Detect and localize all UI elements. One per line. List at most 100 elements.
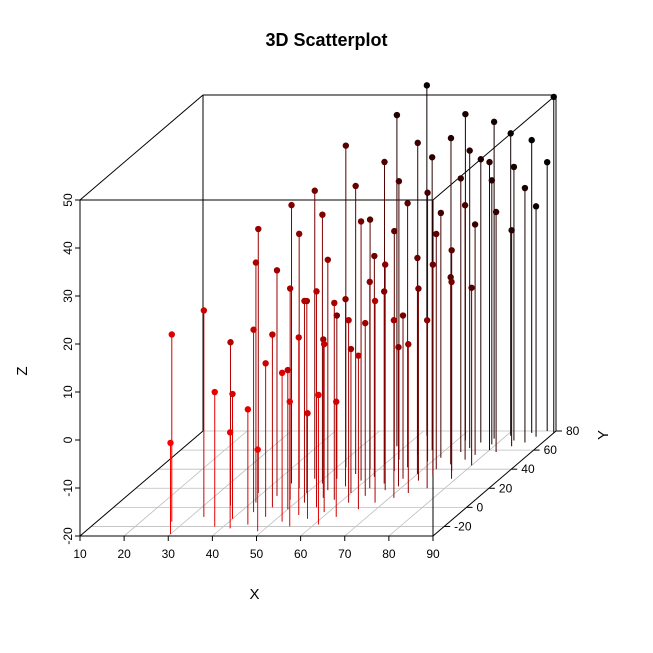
- z-tick-label: 0: [61, 436, 75, 443]
- data-point: [345, 316, 352, 324]
- data-point: [226, 429, 234, 436]
- data-point: [167, 439, 174, 447]
- box-edge: [432, 430, 557, 537]
- x-tick-label: 30: [162, 547, 176, 561]
- x-tick-label: 20: [117, 547, 131, 561]
- data-points: [167, 82, 557, 535]
- box-edge: [79, 430, 204, 537]
- data-point: [211, 388, 218, 396]
- data-point: [532, 203, 540, 210]
- data-point: [352, 182, 359, 190]
- chart-title: 3D Scatterplot: [265, 30, 388, 50]
- data-point: [507, 130, 514, 137]
- data-point: [311, 187, 318, 194]
- data-point: [227, 339, 234, 346]
- data-point: [381, 261, 389, 268]
- data-point: [437, 209, 445, 217]
- data-point: [428, 154, 436, 161]
- data-point: [295, 334, 302, 341]
- data-point: [333, 398, 340, 405]
- data-point: [395, 343, 402, 351]
- data-point: [447, 274, 454, 281]
- z-tick-label: 30: [61, 289, 75, 303]
- data-point: [244, 406, 252, 413]
- box-edge: [79, 94, 204, 201]
- y-tick-label: 60: [544, 443, 558, 457]
- y-tick-label: 20: [499, 481, 513, 495]
- data-point: [461, 202, 469, 209]
- y-tick-label: -20: [454, 519, 472, 533]
- data-point: [301, 297, 308, 305]
- data-point: [380, 288, 388, 295]
- data-point: [250, 326, 257, 333]
- data-point: [355, 352, 362, 359]
- data-point: [254, 446, 261, 453]
- data-point: [278, 369, 286, 377]
- data-point: [490, 118, 498, 126]
- data-point: [319, 211, 326, 218]
- y-axis-label: Y: [595, 430, 612, 440]
- data-point: [200, 307, 208, 314]
- x-tick-label: 50: [250, 547, 264, 561]
- data-point: [286, 285, 294, 292]
- data-point: [492, 208, 500, 216]
- data-point: [347, 345, 355, 353]
- data-point: [477, 156, 485, 163]
- data-point: [362, 319, 369, 327]
- data-point: [342, 142, 350, 149]
- data-point: [304, 410, 311, 417]
- data-point: [462, 110, 469, 118]
- data-point: [415, 285, 422, 292]
- data-point: [315, 391, 322, 399]
- data-point: [550, 93, 557, 101]
- data-point: [255, 225, 262, 233]
- data-point: [288, 201, 295, 209]
- data-point: [320, 340, 328, 348]
- z-tick-label: 50: [61, 193, 75, 207]
- data-point: [262, 360, 269, 367]
- x-tick-label: 10: [73, 547, 87, 561]
- data-point: [395, 178, 403, 185]
- data-point: [168, 331, 175, 338]
- data-point: [404, 200, 411, 207]
- floor-grid-line-x: [300, 430, 424, 537]
- data-point: [229, 390, 236, 398]
- data-point: [371, 297, 379, 305]
- data-point: [284, 366, 292, 374]
- data-point: [510, 163, 518, 171]
- z-axis-label: Z: [14, 366, 31, 375]
- data-point: [457, 175, 464, 182]
- z-tick-label: 40: [61, 241, 75, 255]
- floor-grid-line-x: [388, 430, 513, 537]
- data-point: [448, 247, 455, 254]
- data-point: [543, 159, 551, 166]
- data-point: [447, 134, 455, 142]
- floor-grid-line-x: [344, 430, 469, 537]
- data-point: [393, 111, 401, 119]
- data-point: [295, 230, 303, 238]
- y-tick-label: 40: [521, 462, 535, 476]
- data-point: [528, 136, 535, 144]
- z-tick-label: -20: [61, 527, 75, 545]
- x-tick-label: 70: [338, 547, 352, 561]
- data-point: [429, 261, 437, 268]
- data-point: [333, 312, 341, 319]
- data-point: [448, 278, 455, 286]
- data-point: [414, 139, 421, 147]
- data-point: [331, 299, 338, 307]
- data-point: [366, 216, 374, 223]
- data-point: [252, 259, 260, 266]
- data-point: [508, 227, 515, 234]
- y-tick-label: 0: [477, 500, 484, 514]
- data-point: [468, 284, 475, 291]
- floor-grid-line-x: [123, 430, 248, 537]
- data-point: [405, 341, 412, 348]
- data-point: [366, 278, 373, 286]
- axes: 10 20 30 40 50 60 70 80 90 -20 -10 0 10 20 30 40 50 -20 0 2…: [14, 193, 612, 603]
- data-point: [466, 147, 473, 154]
- data-point: [324, 256, 332, 263]
- data-point: [371, 252, 378, 260]
- data-point: [381, 158, 388, 166]
- z-tick-label: -10: [61, 479, 75, 497]
